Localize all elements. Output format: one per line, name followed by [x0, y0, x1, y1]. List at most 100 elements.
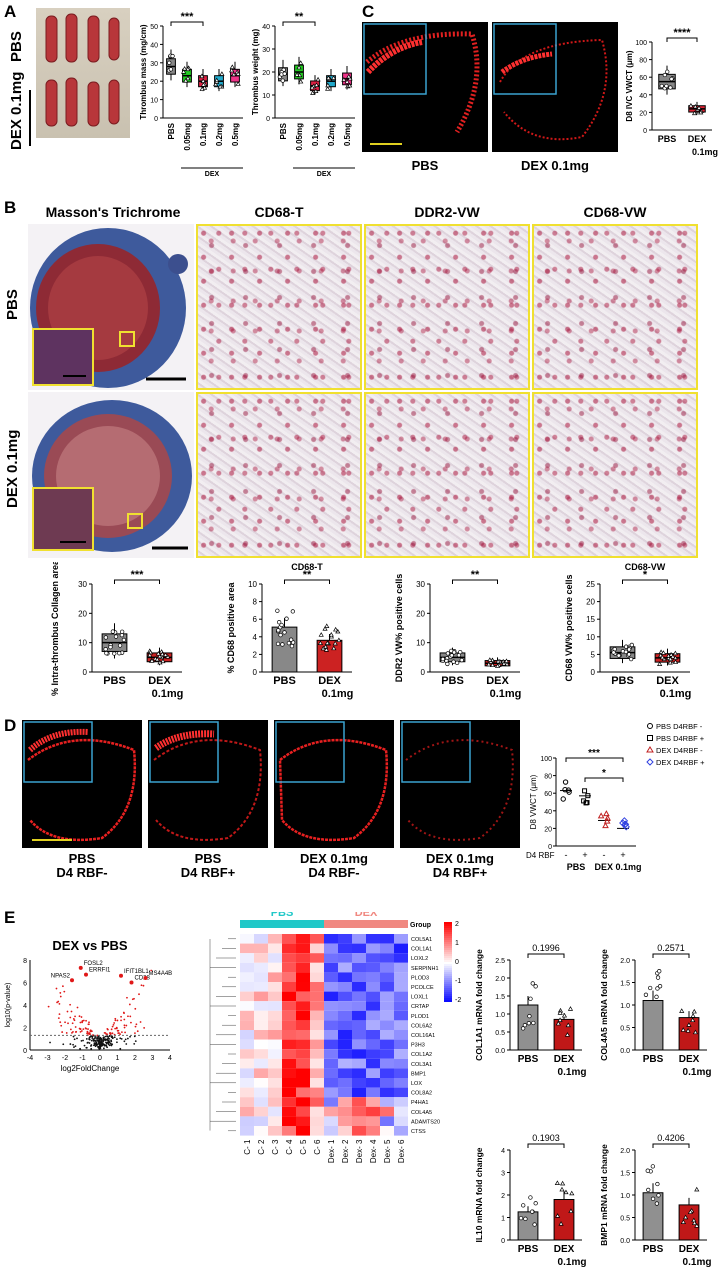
heatmap-cell	[366, 972, 380, 982]
heatmap-cell	[338, 972, 352, 982]
data-point	[522, 1023, 528, 1028]
data-point	[341, 77, 347, 82]
y-tick-label: 40	[262, 24, 270, 31]
data-point	[88, 1042, 91, 1044]
data-point	[92, 1040, 95, 1042]
data-point	[73, 1038, 76, 1041]
data-point	[78, 1027, 81, 1030]
heatmap-cell	[296, 1039, 310, 1050]
data-point	[87, 1028, 89, 1030]
data-point	[449, 653, 454, 658]
data-point	[73, 1046, 75, 1049]
heatmap-cell	[310, 1097, 324, 1107]
heatmap-cell	[282, 982, 296, 992]
data-point	[160, 658, 166, 664]
y-tick-label: 10	[78, 639, 87, 648]
heatmap-cell	[338, 1126, 352, 1136]
heatmap-cell	[240, 934, 254, 944]
heatmap-cell	[296, 934, 310, 944]
heatmap-cell	[254, 934, 268, 944]
data-point	[129, 1015, 132, 1018]
data-point	[290, 609, 295, 614]
heatmap-cell	[310, 1106, 324, 1117]
data-point	[102, 1047, 105, 1050]
data-point	[692, 1029, 699, 1035]
y-tick-label: 30	[262, 47, 270, 54]
y-tick-label: 0	[253, 668, 258, 677]
legend-label: DEX D4RBF +	[656, 758, 705, 767]
data-point	[660, 650, 667, 655]
y-tick-label: 4	[253, 633, 258, 642]
y-tick-label: 1.0	[620, 1003, 630, 1010]
data-point	[142, 984, 145, 987]
heatmap-cell	[324, 1126, 338, 1136]
heatmap-cell	[380, 991, 394, 1002]
data-point	[532, 1222, 537, 1227]
data-point	[74, 1045, 77, 1048]
data-point	[85, 1019, 87, 1022]
heatmap-cell	[338, 1116, 352, 1126]
heatmap-cell	[380, 1097, 394, 1107]
gene-label: COL8A2	[411, 1091, 432, 1097]
heatmap-cell	[254, 1010, 268, 1021]
color-scale-cell	[444, 954, 452, 956]
chart-d: 0 20 40 60 80 100 D8 VWCT (μm) **** - + - + D4 RBF PB…	[526, 722, 705, 872]
panel-letter-c: C	[362, 2, 375, 21]
heatmap-cell	[268, 1039, 282, 1050]
heatmap-cell	[310, 1010, 324, 1021]
y-tick-label: 0	[83, 668, 88, 677]
p-value-label: 0.4206	[657, 1133, 685, 1143]
group-label-dex: DEX	[355, 912, 378, 919]
y-tick-label: 40	[150, 42, 158, 49]
y-tick-label: 50	[150, 24, 158, 31]
col-title-cd68t: CD68-T	[254, 204, 304, 220]
data-point	[560, 796, 566, 802]
data-point	[66, 1010, 69, 1013]
y-tick-label: 20	[544, 826, 552, 833]
heatmap-cell	[324, 1030, 338, 1040]
significance-bracket	[584, 777, 624, 782]
data-point	[80, 1016, 83, 1018]
data-point	[645, 1168, 650, 1173]
heatmap-cell	[296, 1020, 310, 1030]
data-point	[530, 1209, 535, 1214]
data-point	[107, 1039, 110, 1042]
data-point	[126, 1037, 129, 1040]
color-scale-cell	[444, 930, 452, 932]
heatmap-cell	[296, 972, 310, 982]
heatmap-cell	[296, 1126, 310, 1136]
data-point	[55, 987, 58, 990]
data-point	[445, 651, 451, 656]
color-scale-cell	[444, 932, 452, 934]
gene-label: CD28	[135, 976, 151, 982]
heatmap-cell	[324, 982, 338, 992]
heatmap-cell	[254, 962, 268, 973]
heatmap-cell	[366, 982, 380, 992]
gene-point	[78, 965, 83, 970]
legend-label: PBS D4RBF -	[656, 722, 703, 731]
data-point	[139, 1021, 142, 1023]
heatmap-cell	[380, 1039, 394, 1050]
color-scale-label: 0	[455, 959, 459, 966]
heatmap-cell	[380, 1116, 394, 1126]
heatmap-cell	[394, 1049, 408, 1059]
data-point	[110, 1028, 113, 1031]
data-point	[288, 637, 294, 642]
data-point	[136, 1030, 139, 1033]
data-point	[113, 1022, 116, 1024]
data-point	[81, 1021, 84, 1024]
data-point	[332, 640, 338, 646]
bar	[316, 639, 343, 673]
gene-point	[84, 972, 88, 977]
x-tick-label: DEX	[656, 675, 679, 687]
heatmap-cell	[366, 1068, 380, 1078]
chart-e-col1a1: 0.0 0.5 1.0 1.5 2.0 2.5 COL1A1 mRNA fold chang…	[474, 943, 586, 1078]
y-tick-label: 1.5	[620, 981, 630, 988]
x-tick-label: 0.2mg	[215, 123, 224, 146]
rbf-label: D4 RBF	[526, 851, 555, 860]
data-point	[88, 1021, 90, 1024]
data-point	[134, 1007, 137, 1010]
data-point	[96, 1034, 99, 1037]
heatmap-cell	[324, 1087, 338, 1098]
x-tick-label: 3	[151, 1055, 155, 1062]
